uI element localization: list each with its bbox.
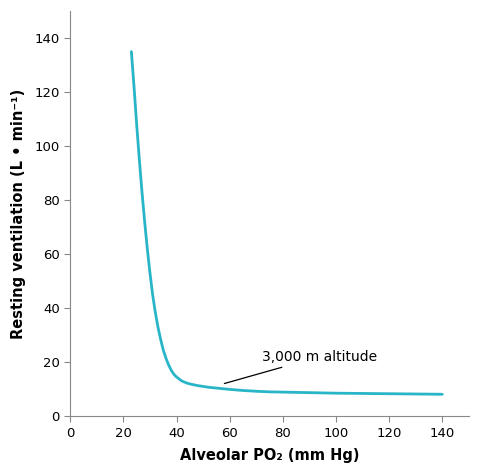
Y-axis label: Resting ventilation (L • min⁻¹): Resting ventilation (L • min⁻¹) (11, 89, 26, 339)
X-axis label: Alveolar PO₂ (mm Hg): Alveolar PO₂ (mm Hg) (180, 448, 360, 463)
Text: 3,000 m altitude: 3,000 m altitude (224, 350, 377, 383)
